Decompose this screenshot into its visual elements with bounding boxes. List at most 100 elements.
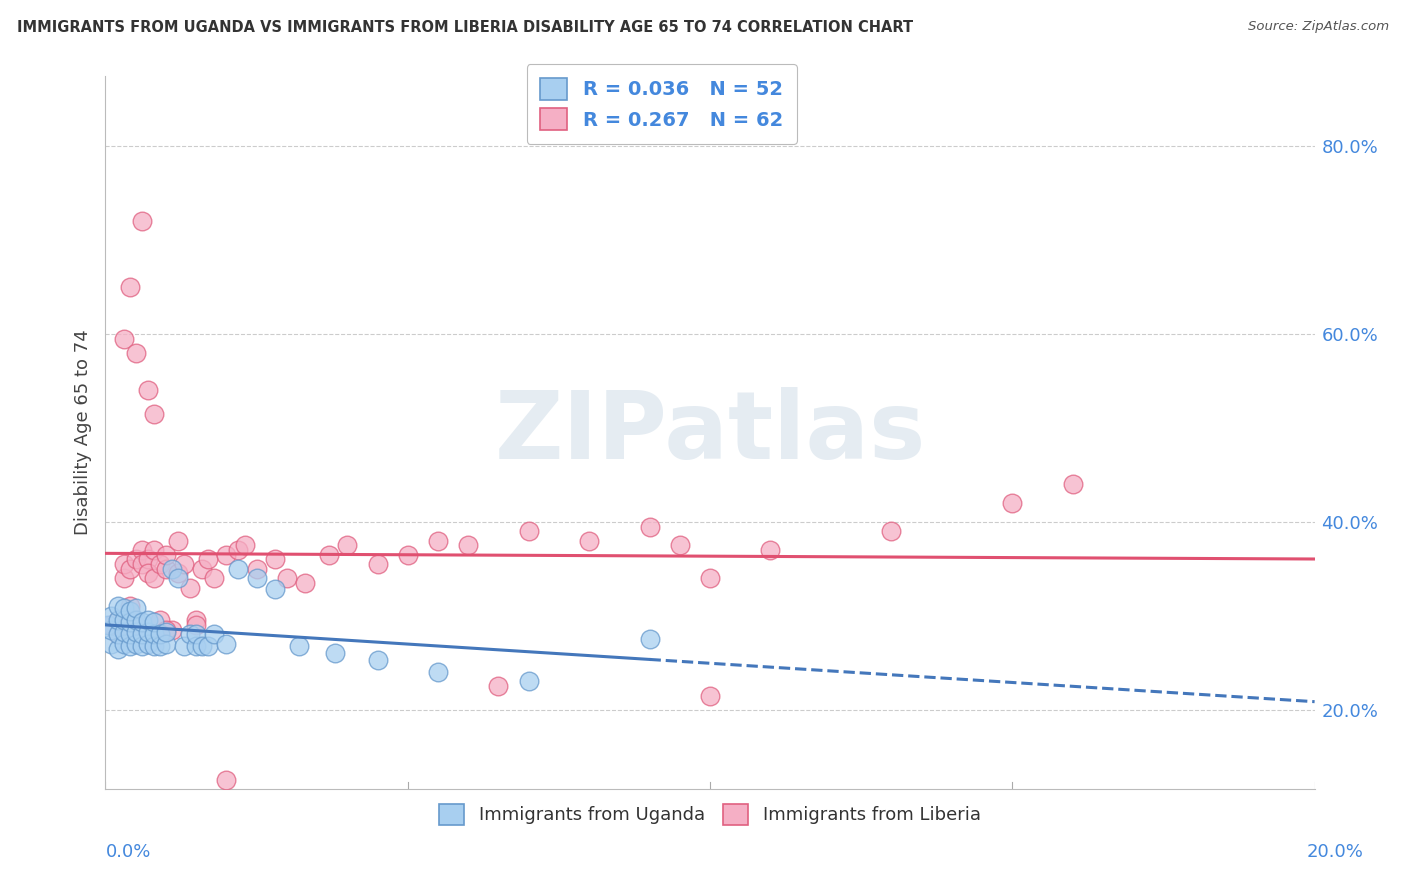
Point (107, 614, 129, 628)
Point (149, 639, 172, 653)
Point (186, 627, 208, 641)
Point (118, 615, 141, 630)
Point (457, 538, 479, 552)
Point (167, 571, 190, 585)
Point (366, 653, 388, 667)
Point (131, 615, 153, 630)
Point (155, 548, 177, 562)
Point (142, 615, 165, 630)
Point (699, 571, 721, 585)
Text: 0.0%: 0.0% (105, 843, 150, 861)
Point (246, 571, 269, 585)
Point (142, 407, 165, 421)
Point (118, 614, 141, 628)
Point (880, 524, 903, 539)
Text: 20.0%: 20.0% (1308, 843, 1364, 861)
Point (107, 627, 129, 641)
Point (759, 543, 782, 558)
Point (638, 632, 661, 647)
Text: Source: ZipAtlas.com: Source: ZipAtlas.com (1249, 20, 1389, 33)
Point (142, 639, 165, 653)
Point (107, 627, 129, 641)
Point (228, 562, 250, 576)
Point (124, 346, 148, 360)
Point (118, 562, 141, 576)
Point (294, 575, 316, 590)
Point (149, 557, 172, 571)
Point (167, 533, 190, 548)
Point (669, 538, 692, 552)
Point (488, 679, 510, 693)
Point (112, 637, 135, 651)
Point (396, 548, 419, 562)
Point (336, 538, 359, 552)
Point (179, 581, 201, 595)
Point (191, 562, 214, 576)
Point (118, 627, 141, 641)
Point (107, 599, 129, 614)
Point (131, 639, 153, 653)
Point (107, 641, 129, 656)
Point (427, 665, 450, 679)
Point (186, 639, 208, 653)
Point (149, 614, 172, 628)
Text: ZIPatlas: ZIPatlas (495, 386, 925, 479)
Point (136, 566, 159, 581)
Point (228, 543, 250, 558)
Point (215, 548, 238, 562)
Point (136, 552, 159, 566)
Point (186, 614, 208, 628)
Point (142, 543, 165, 558)
Point (288, 639, 311, 653)
Point (160, 623, 183, 637)
Point (323, 646, 346, 660)
Point (112, 614, 135, 628)
Point (517, 524, 540, 539)
Point (427, 533, 450, 548)
Point (186, 618, 208, 632)
Point (112, 332, 135, 346)
Point (366, 557, 388, 571)
Point (118, 599, 141, 614)
Text: IMMIGRANTS FROM UGANDA VS IMMIGRANTS FROM LIBERIA DISABILITY AGE 65 TO 74 CORREL: IMMIGRANTS FROM UGANDA VS IMMIGRANTS FRO… (17, 20, 912, 35)
Point (318, 548, 340, 562)
Point (197, 552, 219, 566)
Point (191, 639, 214, 653)
Point (197, 639, 219, 653)
Y-axis label: Disability Age 65 to 74: Disability Age 65 to 74 (73, 330, 91, 535)
Point (131, 543, 153, 558)
Point (100, 637, 122, 651)
Legend: Immigrants from Uganda, Immigrants from Liberia: Immigrants from Uganda, Immigrants from … (430, 795, 990, 834)
Point (118, 280, 141, 294)
Point (578, 533, 600, 548)
Point (142, 571, 165, 585)
Point (124, 552, 148, 566)
Point (136, 614, 159, 628)
Point (155, 637, 177, 651)
Point (100, 623, 122, 637)
Point (131, 557, 153, 571)
Point (100, 608, 122, 623)
Point (118, 604, 141, 618)
Point (155, 623, 177, 637)
Point (263, 552, 285, 566)
Point (160, 562, 183, 576)
Point (124, 624, 148, 639)
Point (112, 557, 135, 571)
Point (112, 571, 135, 585)
Point (246, 562, 269, 576)
Point (149, 627, 172, 641)
Point (173, 639, 195, 653)
Point (100, 618, 122, 632)
Point (124, 637, 148, 651)
Point (112, 601, 135, 615)
Point (124, 614, 148, 628)
Point (638, 519, 661, 533)
Point (173, 557, 195, 571)
Point (1001, 496, 1024, 510)
Point (131, 214, 153, 228)
Point (124, 618, 148, 632)
Point (179, 627, 201, 641)
Point (155, 562, 177, 576)
Point (699, 689, 721, 703)
